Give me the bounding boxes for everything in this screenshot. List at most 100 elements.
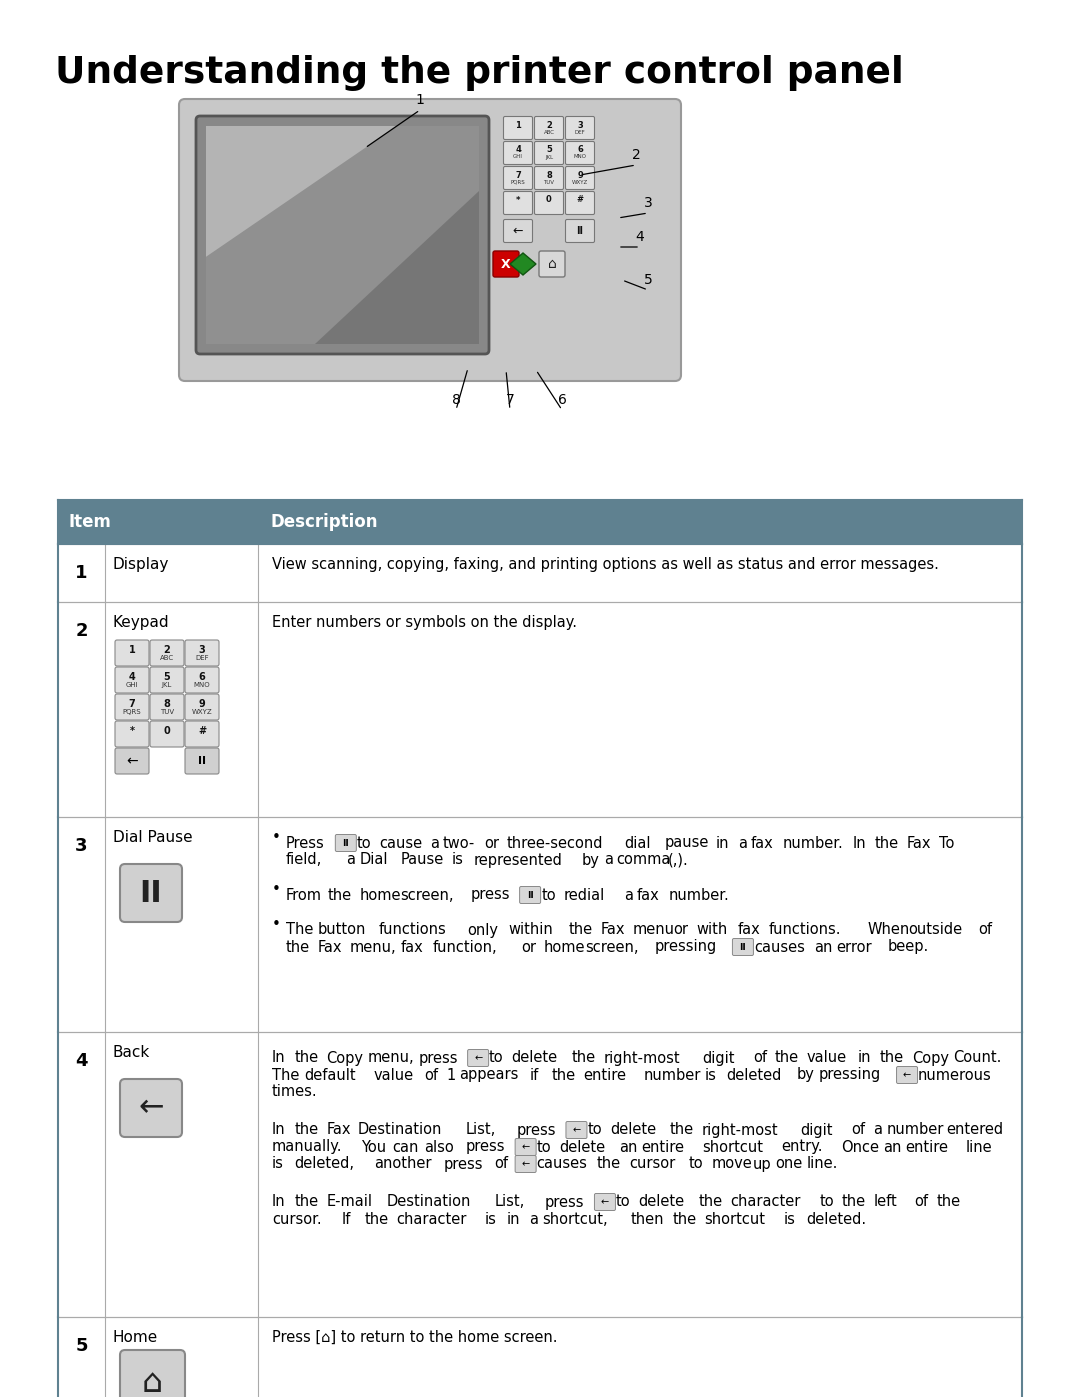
Text: 4: 4 <box>636 231 645 244</box>
FancyBboxPatch shape <box>566 166 594 190</box>
Text: in: in <box>858 1051 872 1066</box>
Text: MNO: MNO <box>573 155 586 159</box>
Text: press: press <box>465 1140 505 1154</box>
Text: delete: delete <box>638 1194 685 1210</box>
Text: II: II <box>527 890 534 900</box>
FancyBboxPatch shape <box>114 721 149 747</box>
Text: three-second: three-second <box>507 835 603 851</box>
Text: E-mail: E-mail <box>326 1194 373 1210</box>
Text: entire: entire <box>642 1140 685 1154</box>
Text: 1: 1 <box>515 120 521 130</box>
FancyBboxPatch shape <box>185 640 219 666</box>
Text: press: press <box>444 1157 483 1172</box>
Text: or: or <box>674 922 689 937</box>
FancyBboxPatch shape <box>120 1078 183 1137</box>
Text: in: in <box>508 1211 521 1227</box>
Text: (,).: (,). <box>667 852 688 868</box>
Text: Copy: Copy <box>912 1051 949 1066</box>
Text: 5: 5 <box>644 272 652 286</box>
Text: pause: pause <box>665 835 710 851</box>
FancyBboxPatch shape <box>120 1350 185 1397</box>
Text: in: in <box>716 835 729 851</box>
Text: GHI: GHI <box>125 682 138 687</box>
Text: ←: ← <box>474 1053 482 1063</box>
Text: the: the <box>880 1051 904 1066</box>
Text: comma: comma <box>617 852 671 868</box>
Text: 8: 8 <box>546 170 552 179</box>
Text: beep.: beep. <box>888 940 929 954</box>
Text: 3: 3 <box>577 120 583 130</box>
Text: 7: 7 <box>515 170 521 179</box>
Text: fax: fax <box>401 940 423 954</box>
Text: *: * <box>130 726 135 736</box>
Text: GHI: GHI <box>513 155 523 159</box>
Text: ⌂: ⌂ <box>548 257 556 271</box>
Text: TUV: TUV <box>543 179 554 184</box>
Text: cursor.: cursor. <box>272 1211 322 1227</box>
FancyBboxPatch shape <box>566 116 594 140</box>
Text: Dial Pause: Dial Pause <box>113 830 192 845</box>
Text: an: an <box>814 940 833 954</box>
Text: ←: ← <box>522 1141 529 1153</box>
Text: of: of <box>851 1123 865 1137</box>
Text: to: to <box>489 1051 503 1066</box>
Text: cursor: cursor <box>629 1157 675 1172</box>
Text: error: error <box>837 940 873 954</box>
Text: can: can <box>393 1140 419 1154</box>
Text: Home: Home <box>113 1330 159 1345</box>
Text: ←: ← <box>138 1094 164 1123</box>
Text: 5: 5 <box>76 1337 87 1355</box>
Text: causes: causes <box>754 940 805 954</box>
Text: delete: delete <box>559 1140 605 1154</box>
Text: right-most: right-most <box>702 1123 779 1137</box>
FancyBboxPatch shape <box>566 141 594 165</box>
Text: menu,: menu, <box>350 940 396 954</box>
Text: shortcut: shortcut <box>704 1211 766 1227</box>
Bar <box>206 126 480 344</box>
FancyBboxPatch shape <box>120 863 183 922</box>
FancyBboxPatch shape <box>594 1193 616 1210</box>
Text: menu: menu <box>632 922 674 937</box>
Text: to: to <box>616 1194 631 1210</box>
Text: Once: Once <box>841 1140 879 1154</box>
Text: of: of <box>915 1194 929 1210</box>
Text: field,: field, <box>286 852 322 868</box>
Text: appears: appears <box>460 1067 519 1083</box>
Text: screen,: screen, <box>584 940 638 954</box>
Text: line: line <box>966 1140 993 1154</box>
Text: 2: 2 <box>546 120 552 130</box>
Text: Fax: Fax <box>326 1123 351 1137</box>
Text: outside: outside <box>908 922 963 937</box>
FancyBboxPatch shape <box>185 694 219 719</box>
Text: to: to <box>356 835 372 851</box>
Text: entry.: entry. <box>781 1140 823 1154</box>
Text: the: the <box>295 1194 319 1210</box>
Text: deleted.: deleted. <box>806 1211 866 1227</box>
Text: dial: dial <box>624 835 650 851</box>
Text: delete: delete <box>512 1051 557 1066</box>
Text: ←: ← <box>903 1070 912 1080</box>
Text: Keypad: Keypad <box>113 615 170 630</box>
Text: From: From <box>286 887 322 902</box>
FancyBboxPatch shape <box>335 834 356 852</box>
Text: 0: 0 <box>164 726 171 736</box>
Text: WXYZ: WXYZ <box>191 710 213 715</box>
FancyBboxPatch shape <box>150 666 184 693</box>
Text: only: only <box>467 922 498 937</box>
Text: MNO: MNO <box>193 682 211 687</box>
Text: the: the <box>327 887 351 902</box>
Text: the: the <box>295 1123 319 1137</box>
FancyBboxPatch shape <box>535 166 564 190</box>
Text: a: a <box>430 835 438 851</box>
Text: 3: 3 <box>199 645 205 655</box>
Text: deleted,: deleted, <box>295 1157 354 1172</box>
FancyBboxPatch shape <box>535 191 564 215</box>
Polygon shape <box>206 126 397 257</box>
Text: move: move <box>712 1157 752 1172</box>
Text: In: In <box>853 835 866 851</box>
Text: digit: digit <box>800 1123 833 1137</box>
Text: 9: 9 <box>199 698 205 710</box>
Text: Description: Description <box>270 513 378 531</box>
Text: 2: 2 <box>632 148 640 162</box>
Text: 4: 4 <box>129 672 135 682</box>
